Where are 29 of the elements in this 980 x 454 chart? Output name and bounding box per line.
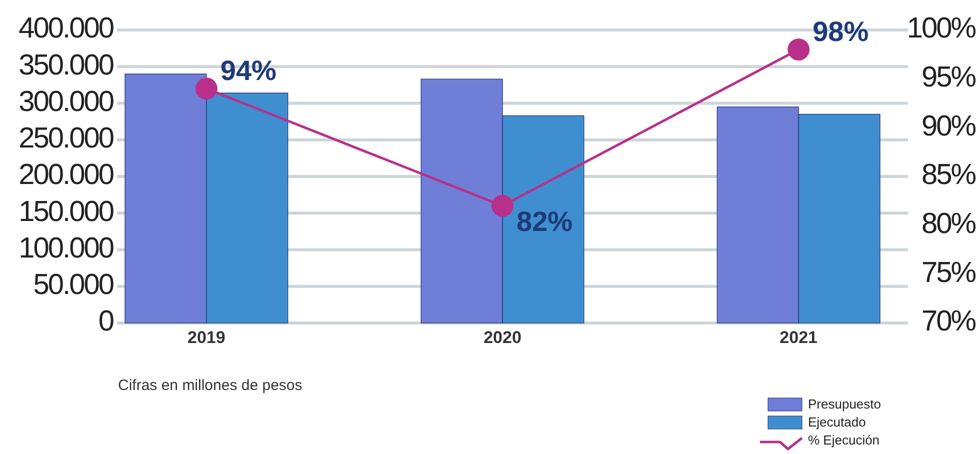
y2-tick-label: 95% (921, 61, 976, 94)
data-label: 98% (812, 16, 869, 47)
y-tick-label: 200.000 (18, 159, 114, 192)
y-tick-label: 350.000 (18, 49, 114, 82)
y2-tick-label: 80% (921, 208, 976, 240)
legend-label: Ejecutado (808, 414, 866, 430)
y2-tick-label: 90% (921, 110, 976, 142)
x-tick-label: 2021 (780, 328, 818, 347)
point (492, 194, 514, 217)
x-tick-label: 2019 (188, 328, 226, 347)
y-tick-label: 50.000 (33, 269, 114, 302)
y-tick-label: 0 (98, 306, 114, 338)
data-label: 82% (516, 206, 573, 238)
legend-label: % Ejecución (808, 432, 880, 448)
y2-tick-label: 70% (921, 306, 976, 338)
y-tick-label: 100.000 (18, 232, 114, 264)
y-tick-label: 250.000 (18, 122, 114, 155)
y2-tick-label: 85% (921, 159, 976, 192)
point (788, 38, 810, 61)
y-tick-label: 300.000 (18, 86, 114, 118)
point (195, 78, 218, 100)
legend-label: Presupuesto (808, 396, 881, 412)
data-label: 94% (220, 54, 277, 86)
y-tick-label: 150.000 (18, 196, 114, 228)
y2-tick-label: 75% (921, 256, 976, 289)
y2-tick-label: 100% (906, 12, 976, 45)
y-tick-label: 400.000 (18, 12, 114, 45)
x-tick-label: 2020 (484, 328, 522, 347)
text: Cifras en millones de pesos (118, 377, 302, 394)
